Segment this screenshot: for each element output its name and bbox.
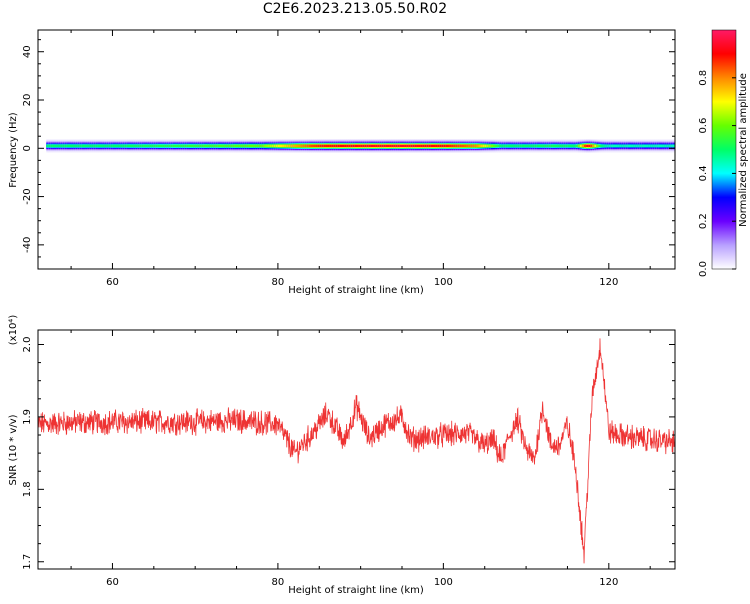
snr-xtick-label: 100 xyxy=(434,577,453,588)
snr-xtick-label: 60 xyxy=(106,577,119,588)
snr-xlabel: Height of straight line (km) xyxy=(288,585,424,596)
colorbar-tick-label: 0.0 xyxy=(698,261,709,277)
snr-xtick-label: 80 xyxy=(272,577,285,588)
snr-ytick-label: 1.9 xyxy=(22,409,33,425)
spectrogram-ytick-label: 40 xyxy=(22,45,33,58)
page-title: C2E6.2023.213.05.50.R02 xyxy=(0,1,710,17)
spectrogram-ytick-label: 0 xyxy=(22,145,33,151)
spectrogram-ytick-label: -20 xyxy=(22,188,33,204)
spectrogram-ytick-label: -40 xyxy=(22,237,33,253)
colorbar-tick-label: 0.8 xyxy=(698,70,709,86)
snr-ytick-label: 2.0 xyxy=(22,337,33,353)
spectrogram-ylabel: Frequency (Hz) xyxy=(8,112,19,188)
spectrogram-xtick-label: 120 xyxy=(599,277,618,288)
snr-multiplier: (x10⁴) xyxy=(8,315,19,346)
snr-ylabel: SNR (10 * v/v) xyxy=(8,414,19,485)
spectrogram-xlabel: Height of straight line (km) xyxy=(288,285,424,296)
snr-xtick-label: 120 xyxy=(599,577,618,588)
spectrogram-xtick-label: 80 xyxy=(272,277,285,288)
colorbar-tick-label: 0.6 xyxy=(698,118,709,134)
spectrogram-panel: 60 80 100 120 -40 -20 0 20 40 Height of straight… xyxy=(8,30,676,296)
snr-ytick-label: 1.8 xyxy=(22,481,33,497)
spectrogram-ytick-label: 20 xyxy=(22,94,33,107)
colorbar-tick-label: 0.2 xyxy=(698,213,709,229)
colorbar-label: Normalized spectral amplitude xyxy=(738,73,749,227)
spectrogram-xtick-label: 100 xyxy=(434,277,453,288)
spectrogram-xtick-label: 60 xyxy=(106,277,119,288)
colorbar-tick-label: 0.4 xyxy=(698,165,709,181)
snr-panel: 60 80 100 120 1.7 1.8 1.9 2.0 Height of straigh… xyxy=(8,315,675,596)
colorbar: 0.0 0.2 0.4 0.6 0.8 Normalized spectral ampl… xyxy=(698,30,749,277)
colorbar-gradient xyxy=(712,30,736,269)
snr-ytick-label: 1.7 xyxy=(22,554,33,570)
spectrogram-band xyxy=(46,139,675,153)
snr-plot-area xyxy=(38,330,675,569)
